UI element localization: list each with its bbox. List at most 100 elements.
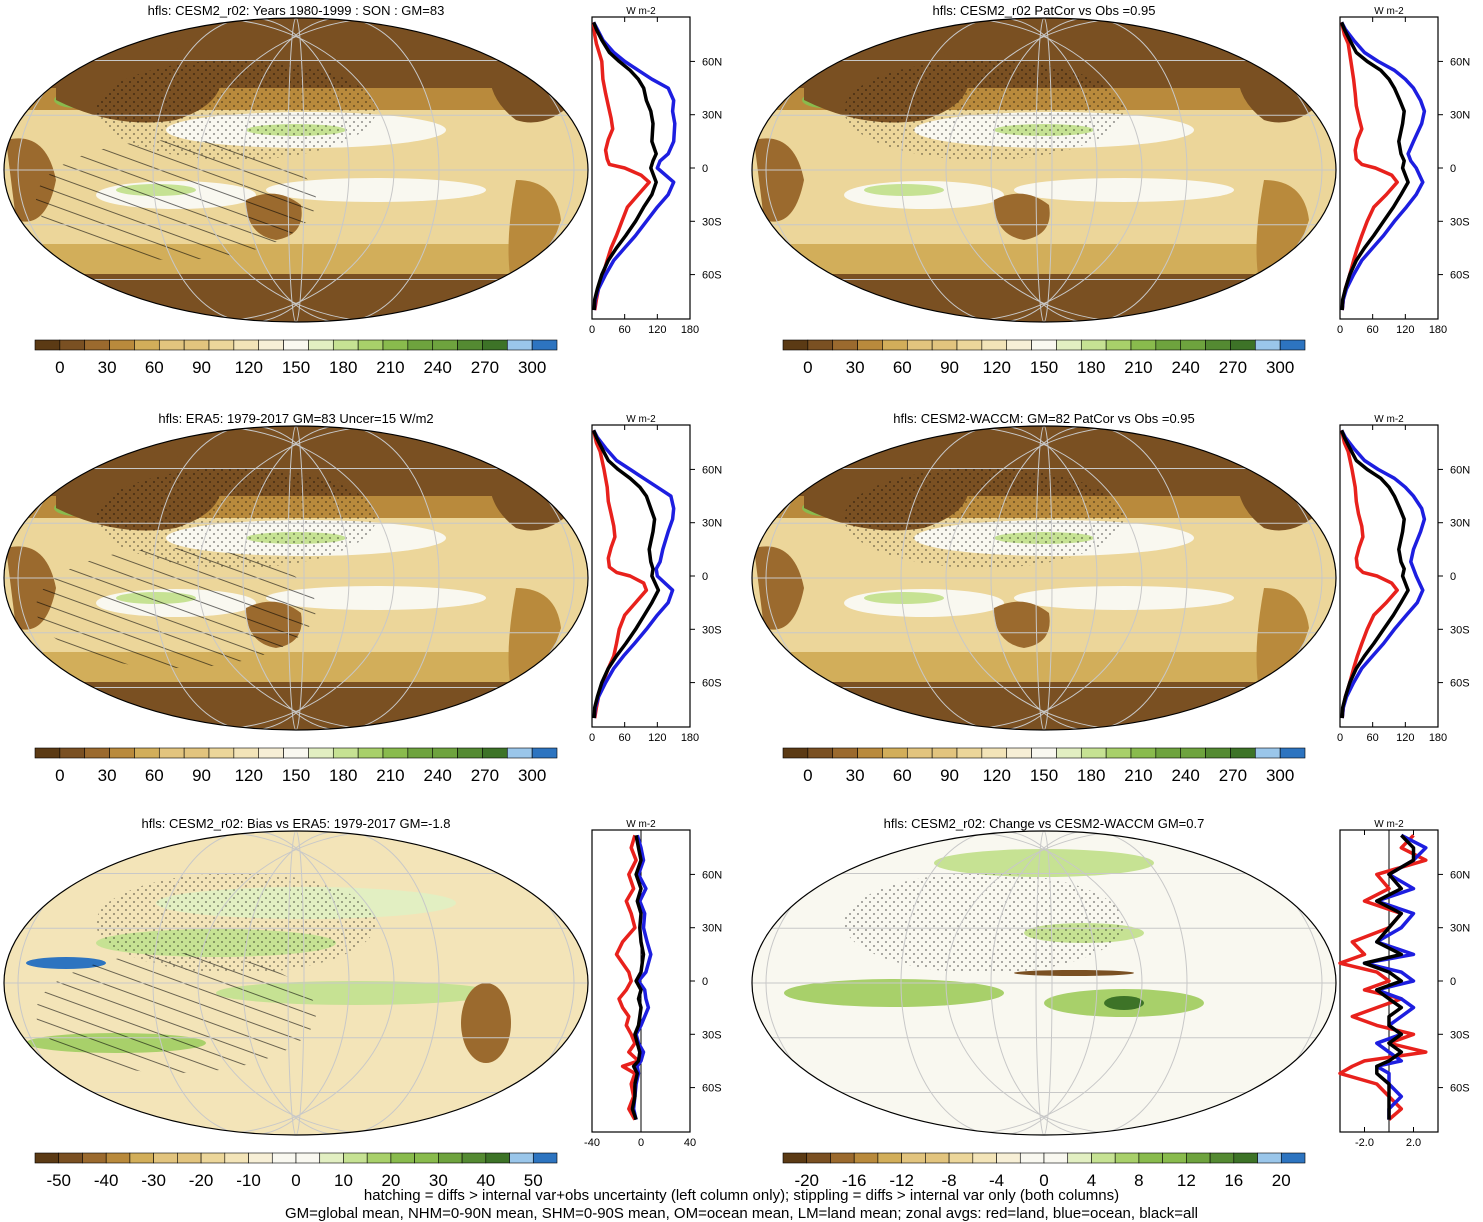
colorbar-box bbox=[134, 339, 160, 351]
colorbar-box bbox=[806, 1152, 831, 1164]
colorbar-box bbox=[996, 1152, 1021, 1164]
colorbar-box bbox=[1209, 1152, 1235, 1164]
map-region-e bbox=[461, 983, 511, 1063]
map-area bbox=[4, 831, 588, 1135]
colorbar-box bbox=[183, 339, 210, 351]
colorbar-tick-label: 180 bbox=[1077, 358, 1105, 377]
colorbar-box bbox=[1155, 339, 1182, 351]
colorbar-box bbox=[343, 1152, 368, 1164]
colorbar-tick-label: -50 bbox=[46, 1171, 71, 1190]
zonal-series-land bbox=[1339, 429, 1399, 719]
zonal-xtick-label: 180 bbox=[1429, 732, 1447, 744]
zonal-xtick-label: -40 bbox=[584, 1137, 600, 1149]
panel-1: hfls: CESM2_r02: Years 1980-1999 : SON :… bbox=[3, 3, 722, 377]
colorbar-tick-label: 210 bbox=[376, 766, 404, 785]
colorbar-box bbox=[308, 339, 334, 351]
zonal-ytick-label: 60S bbox=[702, 1083, 722, 1095]
colorbar-box bbox=[482, 747, 508, 759]
zonal-series-all bbox=[1339, 21, 1410, 311]
panel-4: hfls: CESM2-WACCM: GM=82 PatCor vs Obs =… bbox=[751, 411, 1470, 785]
colorbar-box bbox=[1233, 1152, 1258, 1164]
map-band-south bbox=[752, 274, 1336, 322]
zonal-units: W m-2 bbox=[626, 414, 656, 425]
zonal-series-ocean bbox=[631, 834, 653, 1120]
zonal-series-ocean bbox=[1362, 833, 1428, 1120]
colorbar-box bbox=[1019, 1152, 1045, 1164]
zonal-ytick-label: 60S bbox=[1450, 678, 1470, 690]
zonal-mean-plot: W m-2 60N 30N 0 30S 60S 0 60 120 180 bbox=[1337, 6, 1470, 336]
colorbar-box bbox=[1105, 747, 1132, 759]
colorbar-tick-label: 60 bbox=[893, 766, 912, 785]
zonal-mean-plot: W m-2 60N 30N 0 30S 60S 0 60 120 180 bbox=[1337, 414, 1470, 744]
colorbar-box bbox=[1067, 1152, 1092, 1164]
zonal-xtick-label: 0 bbox=[589, 732, 595, 744]
colorbar-tick-label: 270 bbox=[1219, 766, 1247, 785]
colorbar-tick-label: 60 bbox=[145, 766, 164, 785]
colorbar-box bbox=[1080, 747, 1107, 759]
colorbar-tick-label: 300 bbox=[518, 766, 546, 785]
colorbar-tick-label: 30 bbox=[98, 766, 117, 785]
colorbar-box bbox=[906, 747, 933, 759]
colorbar-box bbox=[109, 339, 135, 351]
colorbar-box bbox=[857, 747, 883, 759]
zonal-xtick-label: 120 bbox=[1396, 732, 1414, 744]
map-area bbox=[4, 426, 588, 730]
colorbar-box bbox=[1031, 339, 1057, 351]
zonal-units: W m-2 bbox=[626, 6, 656, 17]
colorbar-tick-label: 20 bbox=[1272, 1171, 1291, 1190]
zonal-ytick-label: 60S bbox=[1450, 270, 1470, 282]
map-region-f bbox=[934, 849, 1154, 877]
map-region-spac bbox=[266, 586, 486, 610]
colorbar-box bbox=[1031, 747, 1057, 759]
colorbar-tick-label: 60 bbox=[145, 358, 164, 377]
colorbar-tick-label: 120 bbox=[983, 358, 1011, 377]
zonal-xtick-label: 60 bbox=[1367, 324, 1379, 336]
colorbar-tick-label: 0 bbox=[803, 358, 812, 377]
panel-title: hfls: CESM2_r02 PatCor vs Obs =0.95 bbox=[933, 3, 1156, 18]
colorbar-tick-label: 30 bbox=[846, 766, 865, 785]
colorbar-box bbox=[84, 339, 110, 351]
colorbar-box bbox=[382, 339, 409, 351]
colorbar-tick-label: 30 bbox=[846, 358, 865, 377]
colorbar-tick-label: -4 bbox=[989, 1171, 1004, 1190]
colorbar-tick-label: 150 bbox=[1030, 766, 1058, 785]
map-region-f bbox=[26, 957, 106, 969]
colorbar-box bbox=[319, 1152, 344, 1164]
zonal-series-all bbox=[630, 834, 646, 1121]
colorbar-box bbox=[1130, 747, 1157, 759]
zonal-series-all bbox=[1339, 429, 1410, 719]
map-region-sio-core bbox=[864, 184, 944, 196]
zonal-xtick-label: 40 bbox=[684, 1137, 696, 1149]
zonal-xtick-label: 60 bbox=[619, 732, 631, 744]
map-area bbox=[4, 18, 588, 322]
colorbar-box bbox=[1230, 339, 1256, 351]
zonal-xtick-label: 0 bbox=[1337, 732, 1343, 744]
map-region-spac bbox=[1014, 178, 1234, 202]
colorbar-box bbox=[233, 747, 260, 759]
zonal-ytick-label: 30S bbox=[1450, 1029, 1470, 1041]
colorbar-box bbox=[59, 339, 86, 351]
colorbar-tick-label: 30 bbox=[98, 358, 117, 377]
zonal-units: W m-2 bbox=[1374, 414, 1404, 425]
zonal-mean-plot: W m-2 60N 30N 0 30S 60S 0 60 120 180 bbox=[589, 414, 722, 744]
colorbar-box bbox=[1257, 1152, 1282, 1164]
map-band-south bbox=[4, 274, 588, 322]
colorbar-box bbox=[177, 1152, 202, 1164]
zonal-ytick-label: 0 bbox=[702, 976, 708, 988]
colorbar-tick-label: 90 bbox=[940, 358, 959, 377]
colorbar-tick-label: 50 bbox=[524, 1171, 543, 1190]
colorbar-box bbox=[208, 747, 235, 759]
colorbar-box bbox=[158, 339, 185, 351]
colorbar-box bbox=[925, 1152, 950, 1164]
colorbar-box bbox=[1186, 1152, 1211, 1164]
map-border bbox=[3, 425, 589, 731]
zonal-xtick-label: 60 bbox=[1367, 732, 1379, 744]
colorbar-box bbox=[1279, 747, 1306, 759]
colorbar-box bbox=[183, 747, 210, 759]
colorbar-tick-label: 270 bbox=[1219, 358, 1247, 377]
colorbar-box bbox=[34, 1152, 60, 1164]
zonal-series-land bbox=[1339, 21, 1399, 311]
map-band-south2 bbox=[4, 652, 588, 682]
colorbar-box bbox=[882, 339, 908, 351]
zonal-ytick-label: 60N bbox=[702, 464, 722, 476]
